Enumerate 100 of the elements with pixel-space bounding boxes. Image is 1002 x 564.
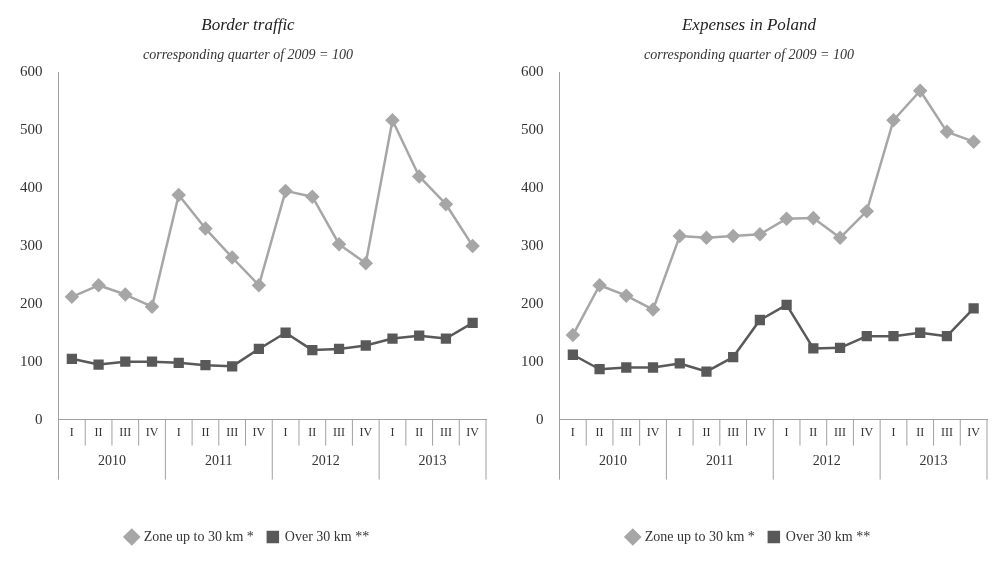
y-tick-label: 100 [521,352,544,369]
text: 2010 [598,453,627,469]
x-tick-label: IV [967,424,981,439]
y-tick-label: 500 [521,121,544,138]
point [278,184,293,198]
x-tick-label: III [834,424,847,439]
point [65,290,79,304]
point [966,134,981,149]
x-tick-label: I [891,424,896,439]
y-tick-label: 100 [20,352,43,369]
point [619,288,634,303]
point [594,364,605,375]
x-tick-label: IV [359,424,373,439]
point [861,331,872,342]
text: 2013 [418,453,447,469]
legend-label: Zone up to 30 km * [143,528,254,544]
point [171,188,186,202]
text: 2013 [919,453,948,469]
point [118,287,133,302]
point [621,362,632,373]
y-tick-label: 200 [20,294,43,311]
y-tick-label: 0 [536,410,544,427]
point [941,331,953,342]
x-tick-label: II [201,424,210,439]
point [833,231,847,245]
x-tick-label: II [702,424,711,439]
point [360,340,371,351]
x-tick-label: I [69,424,74,439]
y-tick-label: 600 [20,63,43,80]
point [307,344,318,356]
point [385,113,400,128]
y-tick-label: 500 [20,121,43,138]
x-tick-label: IV [860,424,874,439]
point [806,211,821,225]
point [753,227,767,242]
point [120,356,131,367]
point [672,229,687,243]
point [913,83,927,98]
point [227,361,238,372]
point [145,299,159,314]
point [198,221,213,236]
chart-title: Border traffic [201,14,296,34]
text: 2012 [311,453,340,469]
point [834,342,846,353]
point [779,211,794,226]
x-tick-label: II [94,424,103,439]
point [465,239,480,253]
x-tick-label: I [570,424,575,439]
x-tick-label: III [620,424,633,439]
point [940,125,954,139]
x-tick-label: IV [252,424,266,439]
chart-subtitle: corresponding quarter of 2009 = 100 [644,47,854,63]
x-tick-label: III [940,424,953,439]
y-tick-label: 300 [521,236,544,253]
y-tick-label: 400 [521,178,544,195]
legend-label: Over 30 km ** [785,528,871,544]
point [592,278,607,293]
x-tick-label: III [119,424,132,439]
point [93,359,104,370]
x-tick-label: I [784,424,789,439]
point [915,327,926,338]
point [888,331,899,342]
x-tick-label: I [283,424,288,439]
y-tick-label: 300 [20,236,43,253]
point [781,299,792,311]
y-tick-label: 400 [20,178,43,195]
point [305,189,320,204]
chart-subtitle: corresponding quarter of 2009 = 100 [143,47,353,63]
point [567,349,578,360]
point [699,231,714,245]
point [146,356,158,367]
point [280,327,291,338]
point [701,366,712,377]
x-tick-label: III [439,424,452,439]
point [646,302,660,317]
x-tick-label: III [333,424,346,439]
point [860,204,874,218]
point [968,303,979,314]
point [566,328,580,342]
point [808,343,819,354]
point [754,314,766,326]
text: 2010 [97,453,126,469]
y-tick-label: 600 [521,63,544,80]
y-tick-label: 200 [521,294,544,311]
x-tick-label: IV [145,424,159,439]
point [886,113,901,128]
point [225,250,239,265]
x-tick-label: III [727,424,740,439]
point [439,197,453,211]
text: 2011 [205,453,233,469]
point [253,343,265,355]
point [674,358,685,369]
x-tick-label: I [390,424,395,439]
x-tick-label: III [226,424,239,439]
point [91,278,106,293]
x-tick-label: II [308,424,317,439]
point [173,357,184,368]
point [200,360,211,371]
legend-label: Over 30 km ** [284,528,370,544]
point [467,317,478,329]
